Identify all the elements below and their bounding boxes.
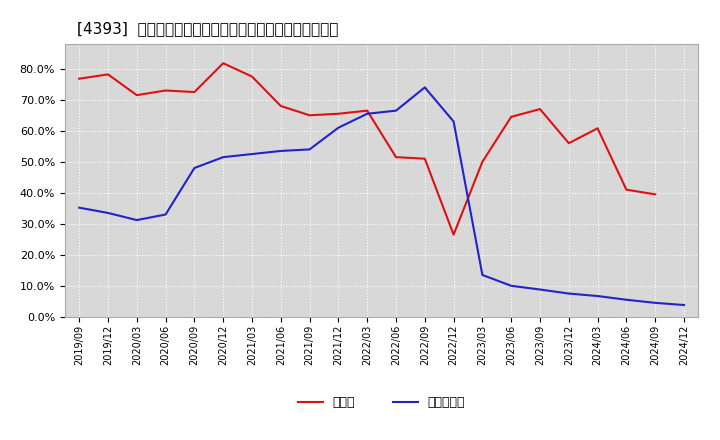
現預金 (564, 140, 573, 146)
現預金 (190, 89, 199, 95)
現預金 (536, 106, 544, 112)
現預金 (219, 61, 228, 66)
有利子負債 (536, 287, 544, 292)
有利子負債 (564, 291, 573, 296)
有利子負債 (680, 302, 688, 308)
現預金 (622, 187, 631, 192)
有利子負債 (593, 293, 602, 299)
現預金 (334, 111, 343, 117)
有利子負債 (449, 119, 458, 124)
現預金 (392, 154, 400, 160)
有利子負債 (190, 165, 199, 171)
現預金 (132, 92, 141, 98)
Text: [4393]  現預金、有利子負債の総資産に対する比率の推移: [4393] 現預金、有利子負債の総資産に対する比率の推移 (78, 21, 339, 36)
現預金 (478, 159, 487, 165)
有利子負債 (334, 125, 343, 130)
Line: 現預金: 現預金 (79, 63, 655, 235)
Line: 有利子負債: 有利子負債 (79, 88, 684, 305)
有利子負債 (248, 151, 256, 157)
現預金 (507, 114, 516, 120)
有利子負債 (363, 111, 372, 117)
有利子負債 (305, 147, 314, 152)
有利子負債 (104, 210, 112, 216)
有利子負債 (420, 85, 429, 90)
有利子負債 (75, 205, 84, 210)
有利子負債 (161, 212, 170, 217)
有利子負債 (507, 283, 516, 289)
現預金 (420, 156, 429, 161)
有利子負債 (651, 300, 660, 305)
現預金 (75, 76, 84, 81)
現預金 (276, 103, 285, 109)
Legend: 現預金, 有利子負債: 現預金, 有利子負債 (293, 391, 470, 414)
現預金 (248, 74, 256, 79)
有利子負債 (219, 154, 228, 160)
現預金 (651, 192, 660, 197)
現預金 (305, 113, 314, 118)
現預金 (363, 108, 372, 113)
現預金 (161, 88, 170, 93)
有利子負債 (478, 272, 487, 278)
有利子負債 (392, 108, 400, 113)
現預金 (449, 232, 458, 237)
現預金 (593, 126, 602, 131)
現預金 (104, 72, 112, 77)
有利子負債 (622, 297, 631, 302)
有利子負債 (276, 148, 285, 154)
有利子負債 (132, 217, 141, 223)
